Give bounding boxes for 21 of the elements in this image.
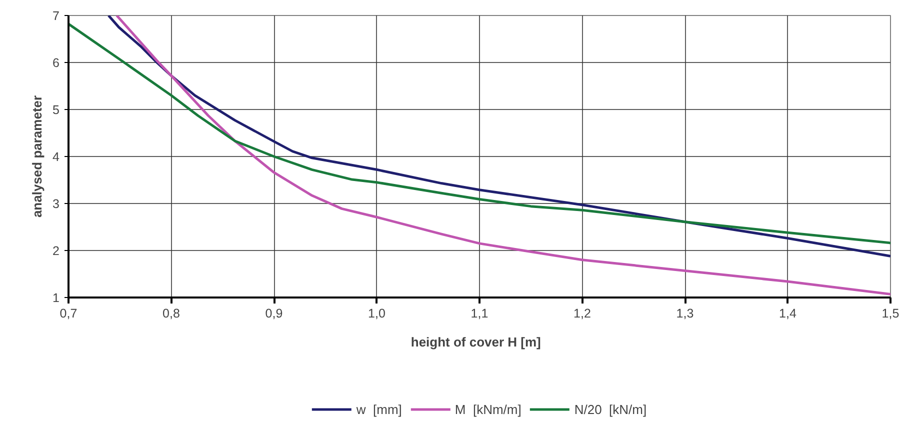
legend-label: N/20 [kN/m] [574,402,647,416]
y-tick-label: 5 [52,103,60,117]
y-tick-label: 1 [52,291,60,305]
y-tick-label: 3 [52,197,60,211]
x-tick-label: 1,5 [882,306,900,320]
x-tick-label: 1,4 [779,306,796,320]
y-axis-title: analysed parameter [30,95,45,218]
x-tick-label: 1,3 [676,306,694,320]
legend-label: w [mm] [356,402,402,416]
y-tick-label: 7 [52,9,60,23]
x-tick-label: 1,2 [574,306,591,320]
x-tick-label: 0,8 [162,306,180,320]
x-tick-label: 1,1 [470,306,488,320]
x-axis-title: height of cover H [m] [410,334,541,350]
y-tick-label: 6 [52,56,60,70]
x-tick-label: 0,9 [265,306,283,320]
x-tick-label: 0,7 [60,306,78,320]
x-tick-label: 1,0 [368,306,386,320]
y-tick-label: 2 [52,244,60,258]
legend-label: M [kNm/m] [454,402,522,416]
y-tick-label: 4 [52,150,60,164]
